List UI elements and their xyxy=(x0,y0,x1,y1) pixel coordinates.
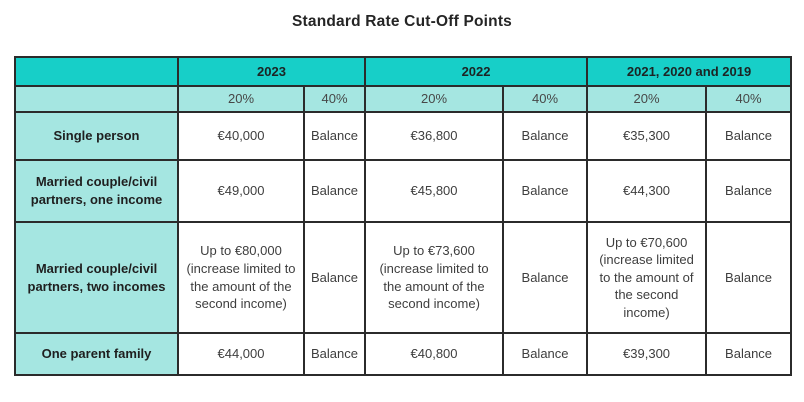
value-cell: Balance xyxy=(302,332,367,376)
rate-header-2022-20: 20% xyxy=(364,85,505,113)
value-cell: Balance xyxy=(502,159,589,223)
value-cell: €36,800 xyxy=(364,111,505,161)
rate-header-row: 20% 40% 20% 40% 20% 40% xyxy=(14,85,793,113)
rate-header-2021-20: 20% xyxy=(586,85,708,113)
table-row-one-parent-family: One parent family €44,000 Balance €40,80… xyxy=(14,332,793,376)
row-label: Single person xyxy=(14,111,179,161)
value-cell: €39,300 xyxy=(586,332,708,376)
year-header-row: 2023 2022 2021, 2020 and 2019 xyxy=(14,56,793,87)
page-title: Standard Rate Cut-Off Points xyxy=(291,13,513,30)
year-header-2021-2020-2019: 2021, 2020 and 2019 xyxy=(586,56,793,87)
corner-cell-top xyxy=(14,56,179,87)
value-cell: €35,300 xyxy=(586,111,708,161)
row-label: One parent family xyxy=(14,332,179,376)
table-row-married-two-incomes: Married couple/civil partners, two incom… xyxy=(14,221,793,334)
value-cell: €40,000 xyxy=(177,111,305,161)
value-cell: Balance xyxy=(502,221,589,334)
value-cell: Balance xyxy=(502,332,589,376)
value-cell: €44,300 xyxy=(586,159,708,223)
rate-header-2023-20: 20% xyxy=(177,85,305,113)
value-cell: €49,000 xyxy=(177,159,305,223)
rate-header-2021-40: 40% xyxy=(705,85,793,113)
corner-cell-sub xyxy=(14,85,179,113)
year-header-2022: 2022 xyxy=(364,56,589,87)
value-cell: Up to €73,600 (increase limited to the a… xyxy=(364,221,505,334)
value-cell: Up to €70,600 (increase limited to the a… xyxy=(586,221,708,334)
value-cell: Balance xyxy=(705,111,793,161)
row-label: Married couple/civil partners, one incom… xyxy=(14,159,179,223)
value-cell: €45,800 xyxy=(364,159,505,223)
row-label: Married couple/civil partners, two incom… xyxy=(14,221,179,334)
year-header-2023: 2023 xyxy=(176,56,367,87)
rate-header-2022-40: 40% xyxy=(502,85,589,113)
value-cell: Balance xyxy=(302,111,367,161)
standard-rate-cutoff-table: 2023 2022 2021, 2020 and 2019 20% 40% 20… xyxy=(14,56,793,376)
table-row-married-one-income: Married couple/civil partners, one incom… xyxy=(14,159,793,223)
value-cell: Balance xyxy=(705,159,793,223)
value-cell: €40,800 xyxy=(364,332,505,376)
value-cell: €44,000 xyxy=(177,332,305,376)
rate-header-2023-40: 40% xyxy=(302,85,367,113)
value-cell: Up to €80,000 (increase limited to the a… xyxy=(177,221,305,334)
value-cell: Balance xyxy=(502,111,589,161)
value-cell: Balance xyxy=(302,159,367,223)
table-row-single-person: Single person €40,000 Balance €36,800 Ba… xyxy=(14,111,793,161)
value-cell: Balance xyxy=(705,221,793,334)
value-cell: Balance xyxy=(302,221,367,334)
value-cell: Balance xyxy=(705,332,793,376)
